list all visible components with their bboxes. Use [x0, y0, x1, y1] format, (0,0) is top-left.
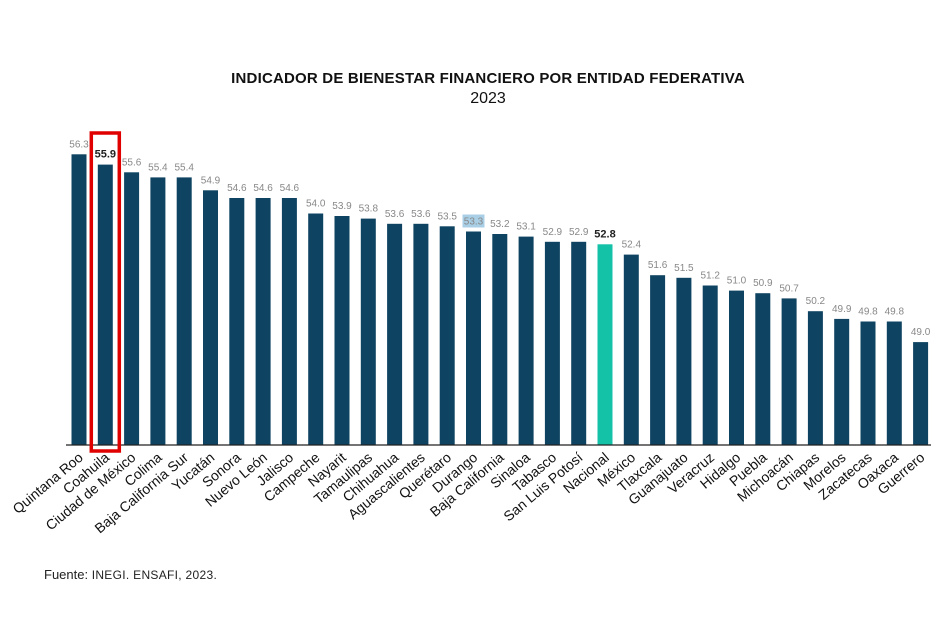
- bar-campeche: [308, 213, 324, 445]
- bar-quintana-roo: [71, 154, 87, 446]
- highlight-box: [89, 131, 122, 453]
- value-label-veracruz: 51.2: [700, 271, 720, 282]
- bar-sinaloa: [518, 236, 534, 445]
- value-labels-layer: 56.3 55.9 55.6 55.4 55.4 54.9 54.6 54.6 54.6 54.0…: [69, 139, 931, 338]
- bar-zacatecas: [860, 321, 876, 445]
- bar-ciudad-de-mexico: [124, 172, 140, 446]
- value-label-zacatecas: 49.8: [858, 307, 878, 318]
- value-label-sonora: 54.6: [227, 183, 247, 194]
- bar-mexico: [623, 254, 639, 445]
- value-label-jalisco: 54.6: [280, 183, 300, 194]
- value-label-nuevo-leon: 54.6: [253, 183, 273, 194]
- bar-hidalgo: [729, 290, 744, 445]
- bar-nuevo-leon: [255, 198, 271, 445]
- bar-jalisco: [281, 198, 297, 445]
- bar-veracruz: [702, 285, 718, 445]
- bar-tamaulipas: [360, 218, 376, 445]
- value-label-san-luis-potosi: 52.9: [569, 227, 589, 238]
- bar-yucatan: [203, 190, 218, 445]
- value-label-baja-california: 53.2: [490, 219, 510, 230]
- bar-nayarit: [334, 216, 350, 445]
- value-label-tlaxcala: 51.6: [648, 260, 668, 271]
- value-label-quintana-roo: 56.3: [69, 139, 89, 150]
- bar-morelos: [834, 318, 850, 445]
- value-label-oaxaca: 49.8: [885, 307, 905, 318]
- value-label-highlight-durango: [462, 214, 485, 228]
- chart-subtitle: 2023: [470, 90, 506, 107]
- value-label-aguascalientes: 53.6: [411, 209, 431, 220]
- source-prefix: Fuente:: [44, 567, 92, 582]
- chart-title: INDICADOR DE BIENESTAR FINANCIERO POR EN…: [231, 70, 745, 87]
- bar-puebla: [755, 293, 771, 445]
- value-label-chiapas: 50.2: [806, 296, 826, 307]
- bar-san-luis-potosi: [571, 241, 587, 445]
- value-label-hidalgo: 51.0: [727, 276, 747, 287]
- value-label-guerrero: 49.0: [911, 327, 931, 338]
- value-label-puebla: 50.9: [753, 278, 773, 289]
- bar-aguascalientes: [413, 223, 429, 445]
- source-note: Fuente: INEGI. ENSAFI, 2023.: [44, 567, 217, 582]
- bar-tabasco: [544, 241, 560, 445]
- bar-nacional: [597, 244, 613, 445]
- bar-michoacan: [781, 298, 797, 445]
- bar-guanajuato: [676, 277, 692, 445]
- value-label-yucatan: 54.9: [201, 175, 221, 186]
- bar-sonora: [229, 198, 245, 445]
- value-label-sinaloa: 53.1: [516, 222, 536, 233]
- bar-oaxaca: [886, 321, 902, 445]
- value-label-coahuila: 55.9: [95, 149, 116, 161]
- bar-chiapas: [807, 311, 823, 445]
- bar-chihuahua: [387, 223, 403, 445]
- bar-coahuila: [97, 164, 113, 445]
- value-label-colima: 55.4: [148, 162, 168, 173]
- value-label-ciudad-de-mexico: 55.6: [122, 157, 142, 168]
- value-label-nayarit: 53.9: [332, 201, 352, 212]
- source-text: INEGI. ENSAFI, 2023.: [91, 568, 218, 582]
- value-label-queretaro: 53.5: [437, 211, 457, 222]
- value-label-durango: 53.3: [464, 217, 484, 228]
- value-label-guanajuato: 51.5: [674, 263, 694, 274]
- bar-guerrero: [913, 342, 929, 445]
- value-label-morelos: 49.9: [832, 304, 852, 315]
- value-label-nacional: 52.8: [594, 228, 615, 240]
- bar-colima: [150, 177, 166, 445]
- value-label-michoacan: 50.7: [779, 283, 799, 294]
- bars-layer: [71, 154, 929, 446]
- bar-durango: [466, 231, 481, 445]
- value-label-tabasco: 52.9: [543, 227, 563, 238]
- value-label-tamaulipas: 53.8: [359, 204, 379, 215]
- value-label-chihuahua: 53.6: [385, 209, 405, 220]
- bar-tlaxcala: [650, 275, 666, 445]
- value-label-mexico: 52.4: [622, 240, 642, 251]
- value-label-campeche: 54.0: [306, 199, 326, 210]
- value-label-baja-california-sur: 55.4: [174, 162, 194, 173]
- bar-baja-california: [492, 234, 508, 445]
- bar-baja-california-sur: [176, 177, 192, 445]
- bar-queretaro: [439, 226, 455, 445]
